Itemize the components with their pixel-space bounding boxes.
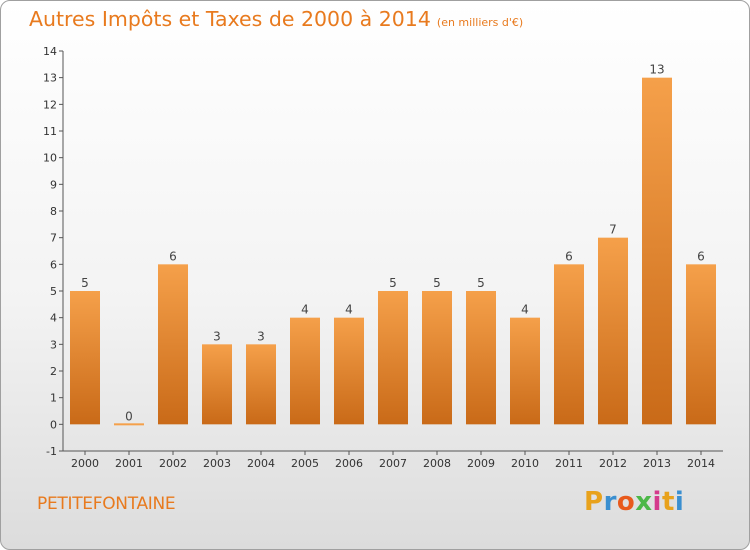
bar [686, 264, 716, 425]
bar-value-label: 5 [477, 276, 485, 290]
bar [334, 317, 364, 425]
y-tick-label: 11 [43, 125, 57, 138]
logo-letter: i [652, 487, 662, 517]
x-tick-label: 2000 [71, 457, 99, 470]
bar-value-label: 4 [301, 303, 309, 317]
bar-value-label: 4 [345, 303, 353, 317]
bar [290, 317, 320, 425]
x-tick-label: 2007 [379, 457, 407, 470]
x-tick-label: 2002 [159, 457, 187, 470]
bar [70, 291, 100, 425]
logo-letter: r [603, 487, 617, 517]
commune-name: PETITEFONTAINE [37, 494, 176, 514]
y-tick-label: 6 [50, 258, 57, 271]
y-tick-label: 8 [50, 205, 57, 218]
logo-letter: t [661, 487, 675, 517]
y-tick-label: 1 [50, 392, 57, 405]
y-tick-label: 9 [50, 178, 57, 191]
y-tick-label: -1 [46, 445, 57, 458]
x-tick-label: 2012 [599, 457, 627, 470]
bars [70, 77, 716, 426]
bar [598, 237, 628, 425]
logo-letter: o [616, 487, 636, 517]
y-tick-label: 4 [50, 312, 57, 325]
chart-title: Autres Impôts et Taxes de 2000 à 2014 (en… [29, 7, 523, 31]
x-tick-label: 2011 [555, 457, 583, 470]
bar [378, 291, 408, 425]
bar [554, 264, 584, 425]
bar-value-label: 6 [169, 249, 177, 263]
logo-letter: P [584, 487, 604, 517]
bar [202, 344, 232, 425]
bar-value-label: 4 [521, 303, 529, 317]
bar-value-label: 7 [609, 223, 617, 237]
bar [510, 317, 540, 425]
labels: 5 2000 0 2001 6 2002 3 2003 3 2004 4 2005 4 2006 5 2007… [71, 63, 715, 470]
y-tick-label: 12 [43, 98, 57, 111]
x-tick-label: 2006 [335, 457, 363, 470]
y-tick-label: 3 [50, 338, 57, 351]
y-tick-label: 0 [50, 418, 57, 431]
bar-value-label: 13 [649, 63, 664, 77]
x-tick-label: 2005 [291, 457, 319, 470]
bar-value-label: 6 [565, 249, 573, 263]
y-tick-label: 14 [43, 45, 57, 58]
chart-subtitle: (en milliers d'€) [436, 16, 524, 29]
bar-value-label: 3 [257, 329, 265, 343]
bar [114, 423, 144, 426]
bar-value-label: 3 [213, 329, 221, 343]
logo-letter: i [674, 487, 685, 517]
bar [158, 264, 188, 425]
x-tick-label: 2004 [247, 457, 275, 470]
y-tick-label: 13 [43, 72, 57, 85]
x-tick-label: 2014 [687, 457, 715, 470]
y-tick-label: 2 [50, 365, 57, 378]
x-tick-label: 2008 [423, 457, 451, 470]
x-tick-label: 2001 [115, 457, 143, 470]
y-tick-label: 7 [50, 232, 57, 245]
x-tick-label: 2010 [511, 457, 539, 470]
bar [422, 291, 452, 425]
y-tick-label: 5 [50, 285, 57, 298]
bar [466, 291, 496, 425]
chart-title-text: Autres Impôts et Taxes de 2000 à 2014 [29, 7, 431, 31]
x-tick-label: 2003 [203, 457, 231, 470]
proxiti-logo: Proxiti [584, 487, 684, 517]
bar [642, 77, 672, 425]
bar-value-label: 5 [389, 276, 397, 290]
bar-value-label: 5 [81, 276, 89, 290]
y-tick-label: 10 [43, 152, 57, 165]
bar [246, 344, 276, 425]
x-tick-label: 2009 [467, 457, 495, 470]
logo-letter: x [635, 487, 653, 517]
bar-value-label: 6 [697, 249, 705, 263]
bar-value-label: 0 [125, 409, 133, 423]
bar-value-label: 5 [433, 276, 441, 290]
x-tick-label: 2013 [643, 457, 671, 470]
